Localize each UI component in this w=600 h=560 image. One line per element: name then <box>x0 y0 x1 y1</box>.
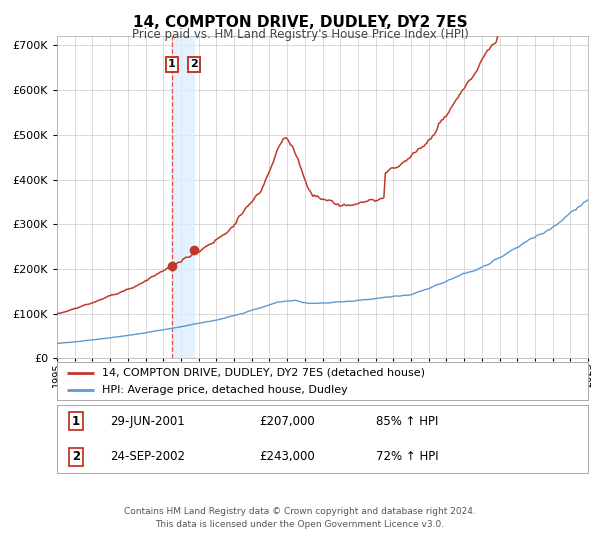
Text: 14, COMPTON DRIVE, DUDLEY, DY2 7ES (detached house): 14, COMPTON DRIVE, DUDLEY, DY2 7ES (deta… <box>102 368 425 378</box>
Text: 85% ↑ HPI: 85% ↑ HPI <box>376 415 438 428</box>
Text: 1: 1 <box>72 415 80 428</box>
Text: Contains HM Land Registry data © Crown copyright and database right 2024.: Contains HM Land Registry data © Crown c… <box>124 507 476 516</box>
Text: 72% ↑ HPI: 72% ↑ HPI <box>376 450 438 463</box>
Text: £207,000: £207,000 <box>259 415 314 428</box>
Text: HPI: Average price, detached house, Dudley: HPI: Average price, detached house, Dudl… <box>102 385 348 395</box>
Text: £243,000: £243,000 <box>259 450 314 463</box>
Text: 2: 2 <box>72 450 80 463</box>
Text: Price paid vs. HM Land Registry's House Price Index (HPI): Price paid vs. HM Land Registry's House … <box>131 28 469 41</box>
Text: 24-SEP-2002: 24-SEP-2002 <box>110 450 185 463</box>
Text: This data is licensed under the Open Government Licence v3.0.: This data is licensed under the Open Gov… <box>155 520 445 529</box>
Text: 2: 2 <box>190 59 197 69</box>
Text: 1: 1 <box>168 59 176 69</box>
Bar <box>172 36 194 358</box>
Text: 29-JUN-2001: 29-JUN-2001 <box>110 415 185 428</box>
Text: 14, COMPTON DRIVE, DUDLEY, DY2 7ES: 14, COMPTON DRIVE, DUDLEY, DY2 7ES <box>133 15 467 30</box>
